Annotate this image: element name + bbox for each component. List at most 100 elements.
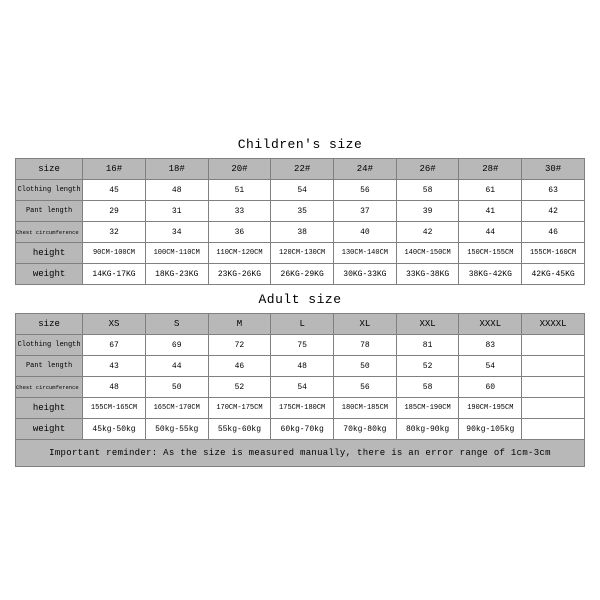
table-row: Chest circumference 1/2 48 50 52 54 56 5… [16,377,585,398]
cell: 18KG-23KG [145,264,208,285]
cell: 72 [208,335,271,356]
cell: 41 [459,201,522,222]
cell: 155CM-165CM [83,398,146,419]
table-row: Clothing length 67 69 72 75 78 81 83 [16,335,585,356]
cell: 50kg-55kg [145,419,208,440]
cell: 48 [83,377,146,398]
cell: 81 [396,335,459,356]
cell [522,398,585,419]
row-label: weight [16,419,83,440]
cell: 130CM-140CM [334,243,397,264]
cell: 75 [271,335,334,356]
cell: 70kg-80kg [334,419,397,440]
size-col: M [208,314,271,335]
cell: 46 [522,222,585,243]
cell: 120CM-130CM [271,243,334,264]
table-row: weight 45kg-50kg 50kg-55kg 55kg-60kg 60k… [16,419,585,440]
row-label: Pant length [16,201,83,222]
cell: 80kg-90kg [396,419,459,440]
cell: 58 [396,377,459,398]
cell: 32 [83,222,146,243]
size-col: 16# [83,159,146,180]
cell: 48 [271,356,334,377]
cell: 46 [208,356,271,377]
cell: 190CM-195CM [459,398,522,419]
cell: 60 [459,377,522,398]
size-col: 28# [459,159,522,180]
cell: 52 [208,377,271,398]
cell: 55kg-60kg [208,419,271,440]
row-label: Clothing length [16,180,83,201]
table-row: weight 14KG-17KG 18KG-23KG 23KG-26KG 26K… [16,264,585,285]
cell: 58 [396,180,459,201]
cell: 175CM-180CM [271,398,334,419]
cell [522,377,585,398]
cell: 165CM-170CM [145,398,208,419]
cell: 110CM-120CM [208,243,271,264]
cell: 45 [83,180,146,201]
cell: 30KG-33KG [334,264,397,285]
cell: 43 [83,356,146,377]
cell: 63 [522,180,585,201]
children-title-row: Children's size [16,130,585,159]
cell: 140CM-150CM [396,243,459,264]
table-row: height 90CM-100CM 100CM-110CM 110CM-120C… [16,243,585,264]
row-label: weight [16,264,83,285]
cell: 52 [396,356,459,377]
cell: 33 [208,201,271,222]
cell: 44 [145,356,208,377]
cell: 40 [334,222,397,243]
size-col: L [271,314,334,335]
size-col: XXXL [459,314,522,335]
children-size-header: size 16# 18# 20# 22# 24# 26# 28# 30# [16,159,585,180]
row-label: Chest circumference 1/2 [16,222,83,243]
table-row: Pant length 29 31 33 35 37 39 41 42 [16,201,585,222]
cell: 155CM-160CM [522,243,585,264]
size-col: 24# [334,159,397,180]
cell: 42KG-45KG [522,264,585,285]
cell: 150CM-155CM [459,243,522,264]
cell: 180CM-185CM [334,398,397,419]
table-row: Chest circumference 1/2 32 34 36 38 40 4… [16,222,585,243]
cell: 54 [459,356,522,377]
cell [522,335,585,356]
children-title: Children's size [16,130,585,159]
cell: 36 [208,222,271,243]
size-col: 20# [208,159,271,180]
cell: 26KG-29KG [271,264,334,285]
cell: 170CM-175CM [208,398,271,419]
cell: 56 [334,377,397,398]
table-row: height 155CM-165CM 165CM-170CM 170CM-175… [16,398,585,419]
cell: 50 [334,356,397,377]
cell: 60kg-70kg [271,419,334,440]
cell: 37 [334,201,397,222]
cell: 54 [271,180,334,201]
cell: 39 [396,201,459,222]
cell: 69 [145,335,208,356]
adult-title-row: Adult size [16,285,585,314]
reminder-text: Important reminder: As the size is measu… [16,440,585,467]
cell: 38 [271,222,334,243]
size-col: 18# [145,159,208,180]
row-label: Clothing length [16,335,83,356]
cell: 185CM-190CM [396,398,459,419]
size-col: XXL [396,314,459,335]
cell [522,419,585,440]
cell: 42 [522,201,585,222]
size-col: XXXXL [522,314,585,335]
cell: 51 [208,180,271,201]
adult-size-header: size XS S M L XL XXL XXXL XXXXL [16,314,585,335]
cell: 83 [459,335,522,356]
cell: 78 [334,335,397,356]
size-chart: Children's size size 16# 18# 20# 22# 24#… [15,130,585,467]
cell: 50 [145,377,208,398]
size-col: 22# [271,159,334,180]
table-row: Pant length 43 44 46 48 50 52 54 [16,356,585,377]
cell: 61 [459,180,522,201]
cell: 56 [334,180,397,201]
cell: 29 [83,201,146,222]
row-label: height [16,243,83,264]
row-label: Chest circumference 1/2 [16,377,83,398]
cell: 34 [145,222,208,243]
size-col: 30# [522,159,585,180]
